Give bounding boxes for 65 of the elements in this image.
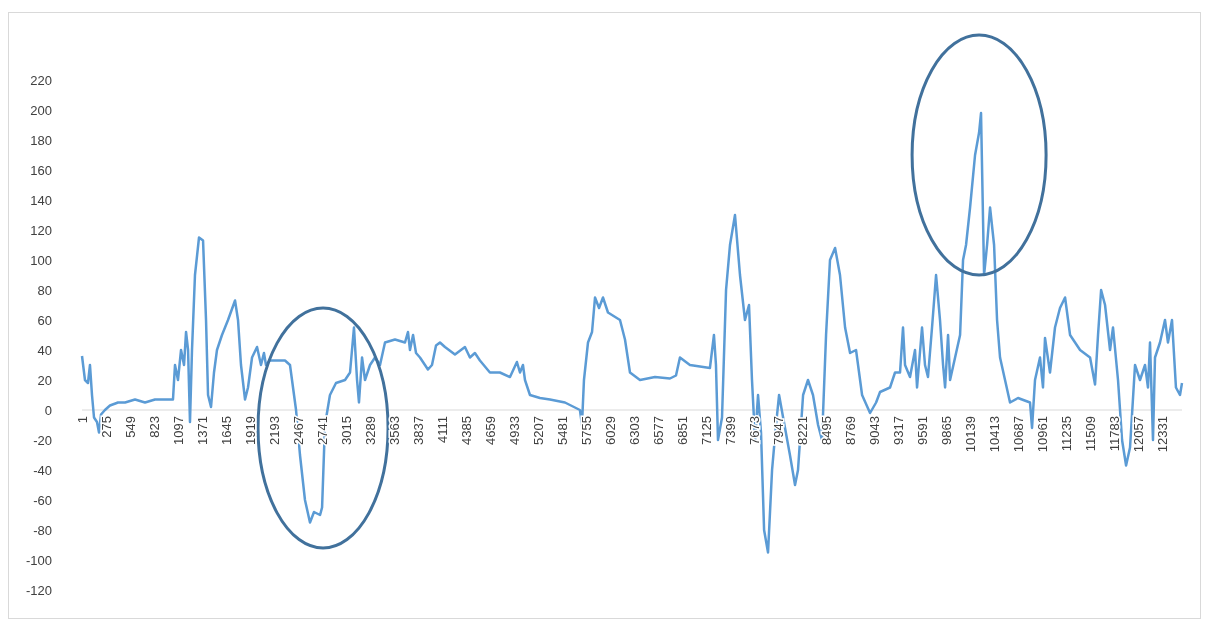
x-tick-label: 9043 [867, 416, 883, 445]
x-tick-label: 4933 [506, 416, 522, 445]
x-tick-label: 8769 [843, 416, 859, 445]
x-tick-label: 3563 [386, 416, 402, 445]
x-tick-label: 12057 [1131, 416, 1147, 453]
x-tick-label: 5481 [554, 416, 570, 445]
x-tick-label: 7947 [771, 416, 787, 445]
x-tick-label: 1919 [242, 416, 258, 445]
x-tick-label: 10687 [1011, 416, 1027, 453]
x-tick-label: 9865 [939, 416, 955, 445]
y-tick-label: 60 [37, 312, 52, 328]
x-tick-label: 7673 [747, 416, 762, 445]
x-tick-label: 823 [146, 416, 162, 438]
y-tick-label: 80 [37, 282, 52, 298]
x-tick-label: 4385 [458, 416, 474, 445]
y-tick-label: 120 [30, 222, 52, 238]
x-tick-label: 9317 [891, 416, 907, 445]
x-tick-label: 1 [74, 416, 90, 424]
x-tick-label: 6303 [626, 416, 642, 445]
x-tick-label: 7399 [722, 416, 738, 445]
y-tick-label: 0 [44, 402, 52, 418]
x-tick-label: 10139 [963, 416, 979, 453]
x-tick-label: 3837 [410, 416, 426, 445]
y-tick-label: 180 [30, 132, 52, 148]
x-tick-label: 2467 [290, 416, 306, 445]
x-tick-label: 549 [122, 416, 138, 438]
x-tick-label: 6029 [602, 416, 618, 445]
x-tick-label: 7125 [698, 416, 714, 445]
x-tick-label: 1645 [218, 416, 234, 445]
x-tick-label: 5207 [530, 416, 546, 445]
x-tick-label: 8221 [795, 416, 811, 445]
x-tick-label: 6577 [650, 416, 666, 445]
x-tick-label: 3015 [338, 416, 354, 445]
line-series [80, 111, 1184, 554]
x-tick-label: 11783 [1107, 416, 1123, 452]
x-tick-label: 5755 [578, 416, 594, 445]
x-tick-label: 11509 [1083, 416, 1099, 452]
y-tick-label: -120 [25, 582, 52, 598]
x-tick-label: 4659 [482, 416, 498, 445]
y-tick-label: 220 [30, 72, 52, 88]
x-tick-label: 10961 [1035, 416, 1051, 453]
y-tick-label: 140 [30, 192, 52, 208]
x-tick-label: 10413 [987, 416, 1003, 453]
y-tick-label: 40 [37, 342, 52, 358]
y-tick-label: 100 [30, 252, 52, 268]
y-tick-label: -40 [33, 462, 52, 478]
x-tick-label: 11235 [1059, 416, 1075, 452]
x-tick-label: 275 [98, 416, 114, 438]
y-tick-label: -100 [25, 552, 52, 568]
x-tick-label: 4111 [434, 416, 450, 443]
y-tick-label: -80 [33, 522, 52, 538]
x-tick-label: 9591 [915, 416, 931, 445]
x-tick-label: 3289 [362, 416, 378, 445]
y-tick-label: -60 [33, 492, 52, 508]
y-tick-label: -20 [33, 432, 52, 448]
x-tick-label: 12331 [1155, 416, 1171, 453]
y-tick-label: 160 [30, 162, 52, 178]
x-tick-label: 2193 [266, 416, 282, 445]
x-tick-label: 2741 [314, 416, 330, 445]
x-tick-label: 1371 [194, 416, 210, 445]
y-tick-label: 200 [30, 102, 52, 118]
x-tick-label: 6851 [674, 416, 690, 445]
x-tick-label: 1097 [170, 416, 186, 445]
y-tick-label: 20 [37, 372, 52, 388]
x-tick-label: 8495 [819, 416, 835, 445]
